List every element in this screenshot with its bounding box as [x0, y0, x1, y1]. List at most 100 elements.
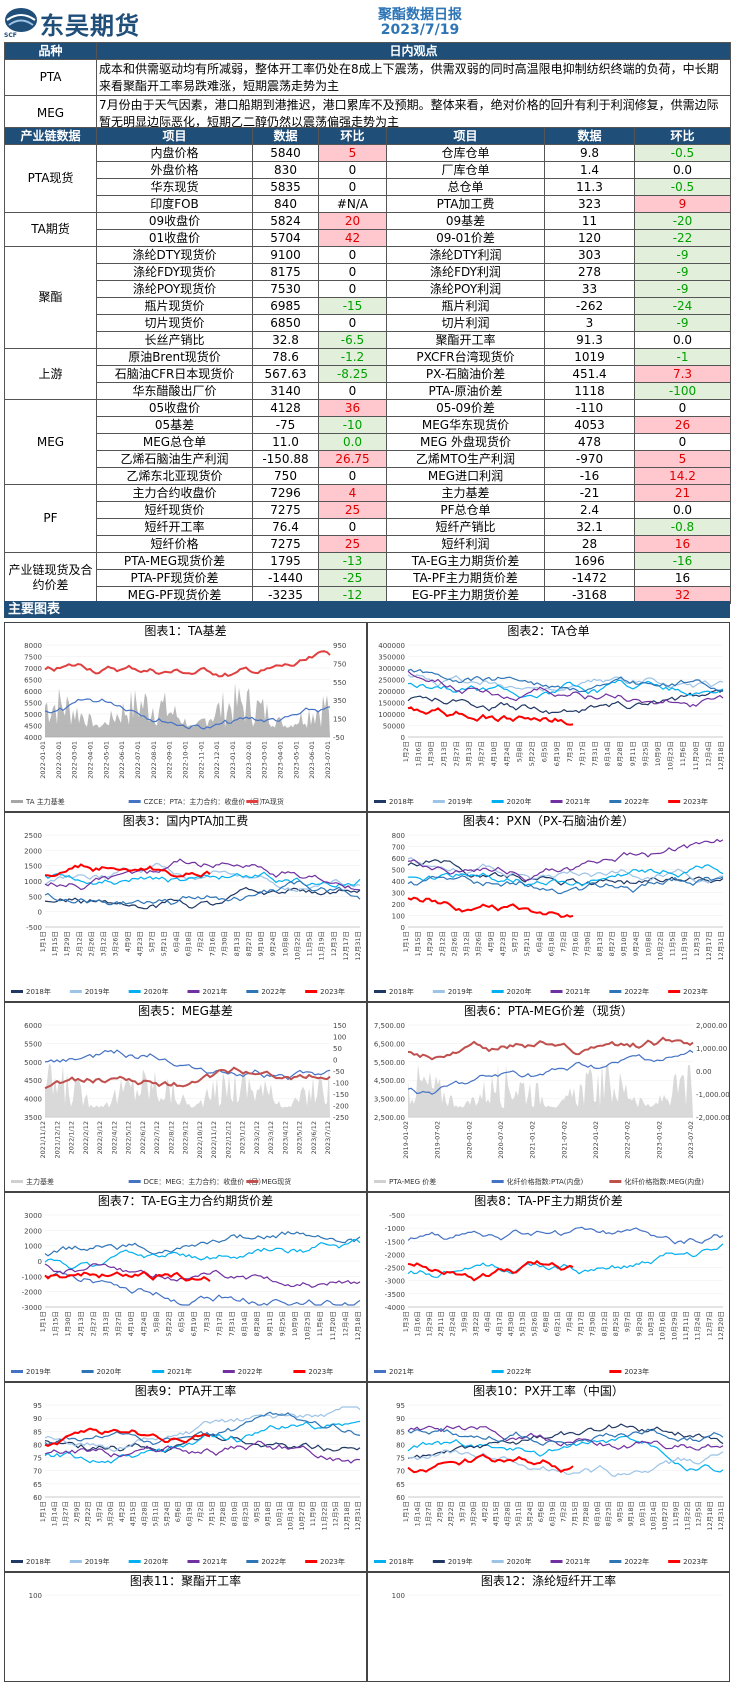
y-tick-label: 200000 [378, 688, 405, 696]
y-tick-label: 85 [396, 1428, 405, 1436]
series-line [407, 1049, 694, 1095]
y-right-tick-label: -100 [333, 1080, 349, 1088]
x-tick-label: 11月9日 [309, 1501, 317, 1526]
item-name: 01收盘价 [96, 229, 253, 247]
item-change-2: -20 [634, 212, 731, 230]
y-tick-label: 60 [396, 1494, 405, 1502]
x-tick-label: 12月20日 [717, 1311, 725, 1341]
item-change: 0 [318, 467, 387, 485]
x-tick-label: 11月5日 [306, 931, 314, 956]
x-tick-label: 7月2日 [560, 1501, 568, 1522]
item-value-2: 278 [544, 263, 635, 281]
y-tick-label: -2500 [385, 1265, 405, 1273]
legend-swatch [246, 990, 259, 993]
y-tick-label: -4000 [385, 1304, 405, 1312]
legend-label: 2021年 [566, 797, 591, 806]
item-change-2: 21 [634, 484, 731, 502]
x-tick-label: 12月18日 [706, 1501, 714, 1531]
legend-swatch [128, 800, 141, 803]
x-tick-label: 2022-04-01 [87, 741, 95, 779]
x-tick-label: 10月8日 [644, 931, 652, 956]
group-label: 聚酯 [4, 246, 97, 349]
chart-panel-3: 图表3：国内PTA加工费 2500 2000 1500 1000 500 0 -500 1月1日… [4, 812, 367, 1002]
x-tick-label: 3月26日 [475, 931, 483, 956]
x-tick-label: 1月27日 [62, 1501, 70, 1526]
legend-swatch [491, 1370, 504, 1373]
table-row: PTA现货 内盘价格 5840 5 仓库仓单 9.8 -0.5 [4, 144, 731, 213]
item-change-2: -0.8 [634, 518, 731, 536]
item-change: -13 [318, 552, 387, 570]
y-right-tick-label: 0.00 [696, 1068, 712, 1076]
x-tick-label: 7月30日 [589, 1311, 597, 1336]
item-change-2: 26 [634, 416, 731, 434]
x-tick-label: 2022/5/12 [125, 1121, 133, 1154]
x-tick-label: 11月6日 [316, 1311, 324, 1336]
x-tick-label: 8月12日 [600, 1311, 608, 1336]
x-tick-label: 1月27日 [425, 1501, 433, 1526]
x-tick-label: 10月23日 [304, 1311, 312, 1341]
x-tick-label: 4月10日 [490, 741, 498, 766]
table-row: 产业链现货及合约价差 PTA-MEG现货价差 1795 -13 TA-EG主力期货价差 1… [4, 552, 731, 604]
table-row: 01收盘价 5704 42 09-01价差 120 -22 [5, 229, 731, 247]
item-name-2: 切片利润 [386, 314, 545, 332]
x-tick-label: 10月9日 [291, 1311, 299, 1336]
x-tick-label: 7月28日 [219, 1501, 227, 1526]
y-tick-label: 4,500.00 [374, 1077, 405, 1085]
series-line [407, 1036, 694, 1061]
x-tick-label: 7月17日 [578, 741, 586, 766]
y-tick-label: 3500 [24, 1114, 42, 1122]
chart-title: 图表6：PTA-MEG价差（现货） [464, 1004, 633, 1018]
x-tick-label: 6月6日 [537, 1501, 545, 1522]
group-label: MEG [4, 399, 97, 485]
section-title-main-charts: 主要图表 [4, 601, 730, 618]
legend-label: 2022年 [238, 1367, 263, 1376]
chart-panel-12: 图表12：涤纶短纤开工率 100 [367, 1572, 730, 1682]
x-tick-label: 5月8日 [515, 741, 523, 762]
x-tick-label: 6月4日 [535, 931, 543, 952]
x-tick-label: 9月25日 [641, 741, 649, 766]
table-row: 短纤开工率 76.4 0 短纤产销比 32.1 -0.8 [5, 518, 731, 536]
item-value: 11.0 [252, 433, 319, 451]
y-tick-label: 65 [396, 1481, 405, 1489]
x-tick-label: 9月5日 [616, 1501, 624, 1522]
group-label: TA期货 [4, 212, 97, 247]
view-text-meg: 7月份由于天气因素，港口船期到港推迟，港口累库不及预期。整体来看，绝对价格的回升… [96, 95, 731, 132]
series-line [44, 1049, 331, 1081]
item-name-2: PXCFR台湾现货价 [386, 348, 545, 366]
x-tick-label: 12月31日 [354, 931, 362, 961]
table-row: 短纤现货价 7275 25 PF总仓单 2.4 0.0 [5, 501, 731, 519]
y-tick-label: 1500 [24, 863, 42, 871]
x-tick-label: 3月22日 [472, 1311, 480, 1336]
y-tick-label: 85 [33, 1428, 42, 1436]
table-row: 乙烯石脑油生产利润 -150.88 26.75 乙烯MTO生产利润 -970 5 [5, 450, 731, 468]
x-tick-label: 6月19日 [190, 1311, 198, 1336]
item-value-2: 32.1 [544, 518, 635, 536]
y-right-tick-label: -200 [333, 1103, 349, 1111]
item-value-2: 1696 [544, 552, 635, 570]
x-tick-label: 6月6日 [174, 1501, 182, 1522]
y-tick-label: 2000 [24, 847, 42, 855]
item-name: 长丝产销比 [96, 331, 253, 349]
y-tick-label: 500 [392, 867, 405, 875]
y-tick-label: 300000 [378, 665, 405, 673]
item-name-2: 短纤利润 [386, 535, 545, 553]
x-tick-label: 2月26日 [87, 931, 95, 956]
x-tick-label: 2022/11/12 [210, 1121, 218, 1158]
series-line [407, 679, 724, 699]
legend-swatch [187, 990, 200, 993]
item-change: 0 [318, 161, 387, 179]
legend-label: 2021年 [203, 1557, 228, 1566]
chart-title: 图表10：PX开工率（中国） [473, 1384, 624, 1398]
x-tick-label: 1月16日 [415, 741, 423, 766]
y-right-tick-label: -250 [333, 1114, 349, 1122]
x-tick-label: 2023-06-01 [308, 741, 316, 779]
x-tick-label: 10月22日 [656, 931, 664, 961]
x-tick-label: 10月14日 [287, 1501, 295, 1531]
x-tick-label: 2月9日 [73, 1501, 81, 1522]
x-tick-label: 6月18日 [547, 931, 555, 956]
item-name-2: 短纤产销比 [386, 518, 545, 536]
item-change: -8.25 [318, 365, 387, 383]
series-line [44, 650, 331, 678]
y-tick-label: 5,500.00 [374, 1059, 405, 1067]
y-right-tick-label: -50 [333, 1068, 344, 1076]
